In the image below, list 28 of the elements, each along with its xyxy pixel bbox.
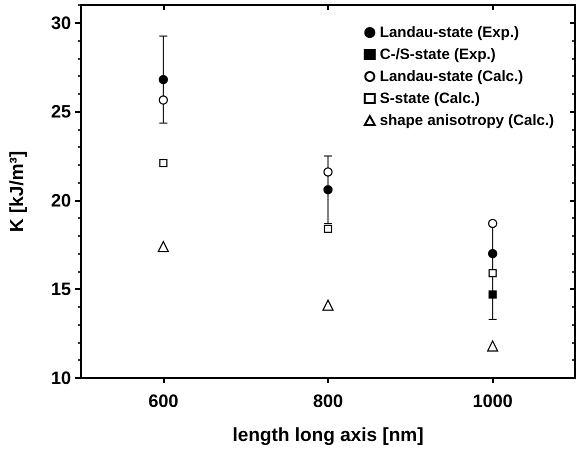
y-tick-label: 10	[50, 368, 71, 388]
x-axis-title: length long axis [nm]	[232, 425, 424, 446]
point	[323, 167, 333, 177]
y-tick-label: 30	[50, 12, 71, 33]
legend-label: C-/S-state (Exp.)	[380, 46, 496, 63]
point	[322, 300, 334, 311]
point	[488, 218, 498, 228]
point	[158, 75, 168, 84]
x-tick-label: 1000	[472, 391, 513, 411]
x-tick-label: 600	[148, 391, 178, 411]
x-tick-label: 800	[312, 391, 344, 411]
point	[488, 249, 498, 258]
y-tick-label: 25	[50, 102, 71, 122]
point	[487, 340, 498, 352]
y-tick-label: 15	[50, 279, 71, 300]
point	[488, 269, 497, 278]
point	[158, 95, 168, 105]
point	[159, 158, 168, 168]
legend-label: Landau-state (Exp.)	[380, 24, 519, 41]
point	[488, 290, 497, 299]
legend-label: S-state (Calc.)	[380, 90, 480, 107]
point	[158, 240, 169, 252]
y-axis-title: K [kJ/m³]	[7, 150, 28, 232]
point	[324, 224, 332, 233]
legend-label: Landau-state (Calc.)	[380, 68, 524, 85]
y-tick-label: 20	[50, 190, 71, 210]
legend-label: shape anisotropy (Calc.)	[380, 112, 554, 129]
point	[323, 185, 333, 194]
